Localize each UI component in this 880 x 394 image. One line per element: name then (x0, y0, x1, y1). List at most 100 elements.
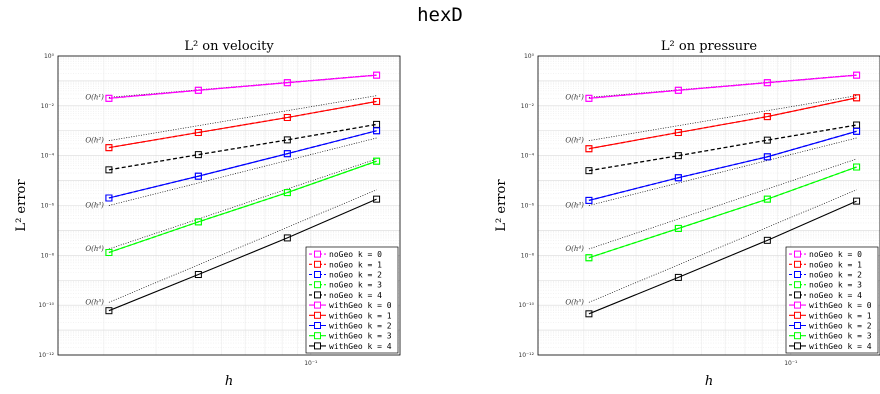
data-point (194, 218, 202, 226)
series-line (108, 130, 377, 199)
data-point (763, 153, 771, 161)
data-point (283, 150, 291, 158)
y-tick-label: 10⁰ (524, 53, 535, 60)
y-tick-label: 10⁻¹² (38, 352, 54, 359)
legend-entry: withGeo k = 4 (809, 342, 872, 351)
legend-marker (314, 271, 321, 278)
reference-line (108, 189, 377, 303)
data-point (194, 271, 202, 279)
data-point (283, 136, 291, 144)
reference-line (588, 137, 857, 206)
y-tick-label: 10⁻⁴ (521, 153, 535, 160)
y-tick-label: 10⁻² (521, 103, 535, 110)
legend-entry: noGeo k = 1 (809, 260, 862, 269)
reference-label: O(h²) (565, 137, 584, 145)
data-point (763, 195, 771, 203)
y-tick-label: 10⁻⁸ (41, 252, 55, 259)
y-axis-label: L² error (494, 179, 509, 232)
data-point (763, 136, 771, 144)
legend-marker (794, 281, 801, 289)
reference-line (588, 158, 857, 250)
series-line (588, 166, 857, 259)
y-tick-label: 10⁻⁴ (41, 153, 55, 160)
data-point (105, 94, 113, 102)
legend-marker (314, 332, 321, 340)
data-point (585, 167, 593, 175)
legend-marker (794, 260, 801, 268)
data-point (373, 71, 381, 79)
y-tick-label: 10⁻¹⁰ (518, 302, 534, 309)
data-point (283, 114, 291, 122)
data-point (763, 236, 771, 244)
legend-marker (314, 301, 321, 309)
data-point (674, 129, 682, 137)
x-tick-label: 10⁻¹ (784, 360, 798, 367)
reference-line (108, 158, 377, 250)
legend-entry: noGeo k = 0 (809, 250, 862, 259)
legend-entry: withGeo k = 1 (329, 311, 392, 320)
data-point (283, 189, 291, 197)
y-tick-label: 10⁻⁶ (41, 203, 55, 210)
series-line (588, 130, 857, 201)
legend-entry: withGeo k = 0 (329, 301, 392, 310)
data-point (283, 79, 291, 87)
data-point (194, 172, 202, 180)
data-point (373, 97, 381, 105)
data-point (283, 234, 291, 242)
data-point (373, 195, 381, 203)
legend-entry: withGeo k = 1 (809, 311, 872, 320)
data-point (674, 86, 682, 94)
legend-entry: noGeo k = 2 (809, 271, 862, 280)
reference-line (588, 189, 857, 303)
series-line (588, 74, 857, 99)
legend-marker (794, 311, 801, 319)
chart-panel-2: 10⁻¹² 10⁻¹⁰ 10⁻⁸ 10⁻⁶ 10⁻⁴ 10⁻² 10⁰ 10⁻¹ L² on p… (494, 39, 880, 389)
legend-entry: withGeo k = 2 (809, 322, 872, 331)
data-point (763, 79, 771, 87)
legend-entry: noGeo k = 4 (329, 291, 382, 300)
legend-marker (794, 271, 801, 278)
legend-marker (314, 260, 321, 268)
y-tick-label: 10⁰ (44, 53, 55, 60)
y-tick-label: 10⁻² (41, 103, 55, 110)
legend-marker (314, 281, 321, 289)
chart-panel-1: 10⁻¹² 10⁻¹⁰ 10⁻⁸ 10⁻⁶ 10⁻⁴ 10⁻² 10⁰ 10⁻¹ L² on v… (14, 39, 401, 389)
legend-marker (314, 342, 321, 350)
x-axis-label: h (225, 374, 233, 389)
data-point (194, 151, 202, 159)
reference-label: O(h²) (85, 137, 104, 145)
legend-marker (794, 291, 801, 299)
series-line (108, 100, 377, 149)
data-point (585, 310, 593, 318)
reference-label: O(h¹) (85, 93, 104, 101)
legend-entry: noGeo k = 0 (329, 250, 382, 259)
data-point (105, 248, 113, 256)
data-point (585, 254, 593, 262)
data-point (105, 166, 113, 174)
data-point (674, 152, 682, 160)
reference-label: O(h¹) (565, 93, 584, 101)
reference-label: O(h³) (565, 202, 584, 210)
data-point (853, 197, 861, 205)
data-point (853, 94, 861, 102)
legend-marker (794, 322, 801, 329)
data-point (585, 196, 593, 204)
data-point (763, 113, 771, 121)
legend-entry: noGeo k = 3 (329, 281, 382, 290)
data-point (105, 307, 113, 315)
chart-title: L² on velocity (184, 39, 274, 54)
legend-marker (794, 342, 801, 350)
legend-marker (314, 250, 321, 258)
data-point (674, 224, 682, 232)
data-point (373, 157, 381, 165)
legend-marker (314, 322, 321, 329)
y-tick-label: 10⁻⁶ (521, 203, 535, 210)
legend-marker (794, 301, 801, 309)
legend-marker (794, 250, 801, 258)
axes-frame (537, 55, 880, 356)
figure-title: hexD (417, 4, 463, 26)
x-tick-label: 10⁻¹ (304, 360, 318, 367)
